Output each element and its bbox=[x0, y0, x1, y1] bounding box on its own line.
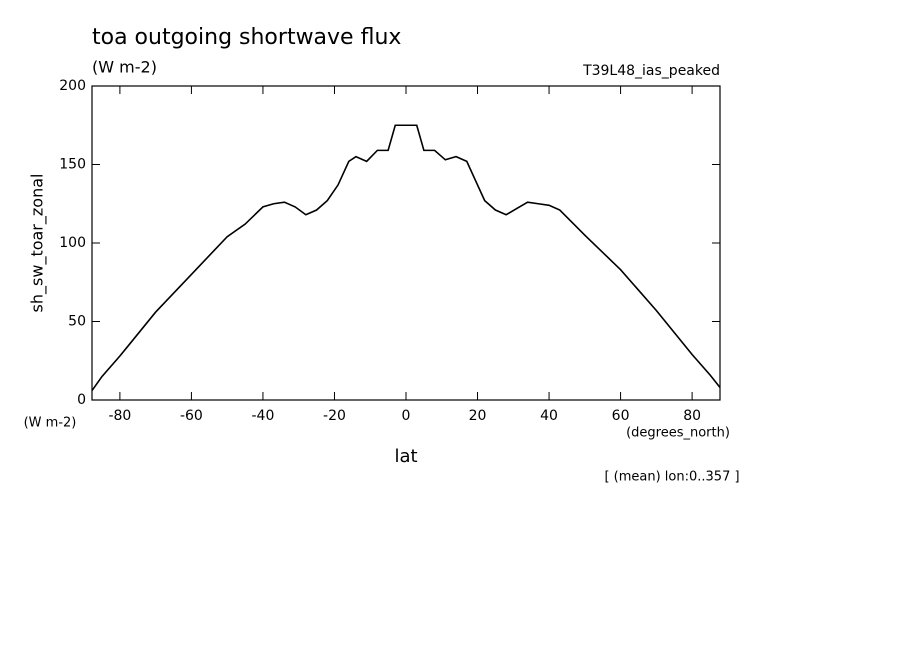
data-line bbox=[91, 124, 721, 392]
note: [ (mean) lon:0..357 ] bbox=[604, 470, 739, 485]
chart-title: toa outgoing shortwave flux bbox=[92, 25, 401, 50]
x-tick-label: -80 bbox=[108, 408, 131, 424]
y-tick-label: 0 bbox=[77, 392, 86, 408]
x-axis-label: lat bbox=[394, 446, 417, 467]
x-units: (degrees_north) bbox=[626, 426, 730, 441]
x-tick-label: 20 bbox=[469, 408, 487, 424]
x-tick-label: -20 bbox=[323, 408, 346, 424]
x-tick-label: -60 bbox=[180, 408, 203, 424]
x-tick-label: 40 bbox=[540, 408, 558, 424]
y-tick-label: 150 bbox=[59, 157, 86, 173]
units: (W m-2) bbox=[92, 58, 157, 77]
y-tick-label: 200 bbox=[59, 78, 86, 94]
x-tick-label: 60 bbox=[612, 408, 630, 424]
y-units: (W m-2) bbox=[24, 416, 77, 431]
x-tick-label: 80 bbox=[683, 408, 701, 424]
y-tick-label: 100 bbox=[59, 235, 86, 251]
x-tick-label: 0 bbox=[402, 408, 411, 424]
y-tick-label: 50 bbox=[68, 314, 86, 330]
x-tick-label: -40 bbox=[252, 408, 275, 424]
plot-frame bbox=[91, 85, 721, 401]
y-axis-label: sh_sw_toar_zonal bbox=[28, 174, 48, 313]
dataset-label: T39L48_ias_peaked bbox=[582, 63, 720, 79]
